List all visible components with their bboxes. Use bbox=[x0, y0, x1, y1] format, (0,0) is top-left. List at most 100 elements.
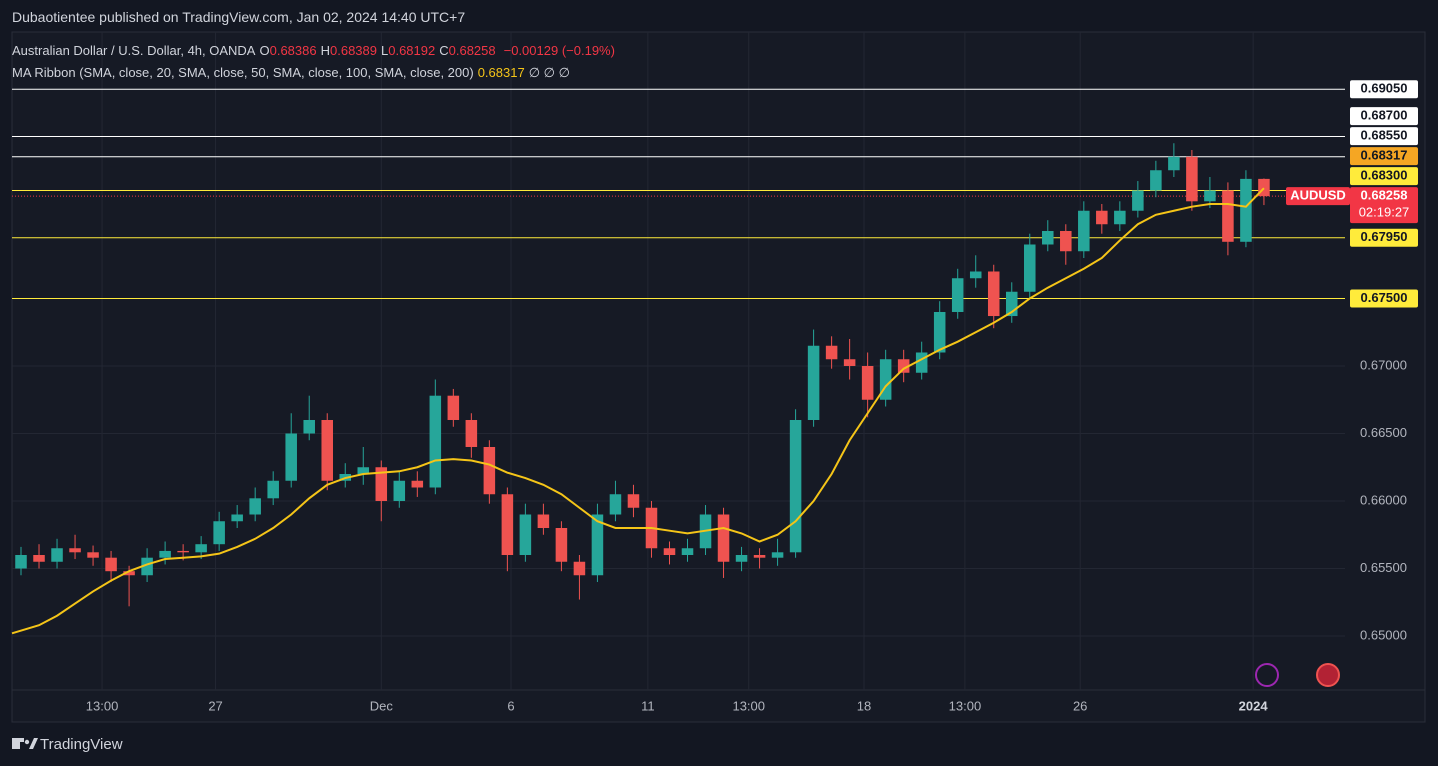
candle-body bbox=[249, 498, 261, 515]
ma-legend: MA Ribbon (SMA, close, 20, SMA, close, 5… bbox=[12, 65, 574, 81]
candle-body bbox=[375, 467, 388, 501]
symbol-tag-label: AUDUSD bbox=[1290, 188, 1346, 203]
candle-body bbox=[123, 571, 135, 576]
candle-body bbox=[69, 548, 81, 553]
candle-body bbox=[447, 395, 460, 420]
candle-body bbox=[825, 345, 838, 360]
candle-body bbox=[195, 544, 207, 553]
candle-body bbox=[555, 527, 568, 562]
candle-body bbox=[987, 271, 1000, 317]
brand: TradingView bbox=[40, 736, 123, 753]
candle-body bbox=[51, 548, 63, 562]
y-tick-label: 0.66000 bbox=[1360, 492, 1407, 507]
candle-body bbox=[465, 419, 478, 447]
ohlc-key: O bbox=[259, 43, 270, 58]
candle-body bbox=[429, 395, 442, 488]
candle-body bbox=[1114, 210, 1126, 225]
candle-body bbox=[1096, 210, 1108, 225]
candle-body bbox=[609, 494, 622, 515]
candle-body bbox=[1204, 190, 1216, 202]
x-tick-label: 13:00 bbox=[949, 698, 982, 713]
price-tag bbox=[1350, 147, 1418, 166]
candle-body bbox=[159, 550, 171, 558]
y-tick-label: 0.66500 bbox=[1360, 425, 1407, 440]
candle-body bbox=[213, 521, 225, 545]
candle-body bbox=[861, 365, 874, 400]
symbol-title: Australian Dollar / U.S. Dollar, 4h, OAN… bbox=[12, 43, 256, 58]
candle-body bbox=[177, 550, 189, 553]
candle-body bbox=[627, 494, 640, 508]
x-tick-label: 18 bbox=[857, 698, 871, 713]
ohlc-value: 0.68386 bbox=[269, 43, 317, 58]
candle-body bbox=[411, 480, 424, 488]
price-tag bbox=[1350, 107, 1418, 126]
ohlc-key: C bbox=[439, 43, 449, 58]
candle-body bbox=[879, 359, 892, 400]
candle-body bbox=[519, 514, 532, 555]
candle-body bbox=[807, 345, 820, 420]
y-tick-label: 0.67000 bbox=[1360, 357, 1407, 372]
price-tag bbox=[1350, 80, 1418, 99]
candle-body bbox=[753, 554, 766, 558]
candle-body bbox=[1186, 156, 1198, 202]
candle-body bbox=[1222, 190, 1234, 242]
candle-body bbox=[321, 419, 334, 481]
candle-body bbox=[1132, 190, 1144, 211]
candle-body bbox=[501, 494, 514, 555]
price-tag bbox=[1350, 167, 1418, 186]
x-tick-label: 27 bbox=[208, 698, 222, 713]
price-tag-label: 0.68300 bbox=[1361, 168, 1408, 183]
candle-body bbox=[357, 467, 370, 474]
price-tag bbox=[1350, 289, 1418, 308]
candle-body bbox=[771, 552, 784, 558]
candle-body bbox=[1240, 178, 1252, 242]
candle-body bbox=[951, 278, 964, 312]
symbol-tag bbox=[1286, 187, 1350, 206]
candle-body bbox=[231, 514, 243, 522]
candle-body bbox=[1168, 156, 1180, 171]
candle-body bbox=[1042, 230, 1054, 245]
x-tick-label: 13:00 bbox=[86, 698, 119, 713]
price-tag bbox=[1350, 127, 1418, 146]
ohlc: O0.68386 H0.68389 L0.68192 C0.68258 bbox=[259, 43, 499, 58]
ohlc-value: 0.68258 bbox=[448, 43, 496, 58]
x-tick-label: 6 bbox=[507, 698, 514, 713]
candle-body bbox=[1258, 178, 1270, 197]
pane bbox=[11, 31, 1426, 723]
candle-body bbox=[33, 554, 45, 562]
candle-body bbox=[663, 548, 676, 555]
price-tag-label: 0.68550 bbox=[1361, 128, 1408, 143]
candle-body bbox=[915, 352, 928, 373]
candle-body bbox=[141, 557, 153, 576]
candle-body bbox=[1060, 230, 1072, 252]
candle-body bbox=[105, 557, 117, 572]
x-tick-label: Dec bbox=[370, 698, 394, 713]
candle-body bbox=[1005, 291, 1018, 317]
candle-body bbox=[1023, 244, 1036, 292]
candle-body bbox=[933, 311, 946, 353]
flag-icon[interactable] bbox=[1316, 663, 1340, 687]
x-tick-label: 26 bbox=[1073, 698, 1087, 713]
price-tag-label: 0.69050 bbox=[1361, 81, 1408, 96]
candle-body bbox=[483, 446, 496, 495]
candle-body bbox=[843, 359, 856, 366]
ma-extra: ∅ ∅ ∅ bbox=[528, 65, 570, 80]
ma-line bbox=[11, 187, 1265, 635]
candle-body bbox=[303, 419, 315, 434]
ohlc-key: L bbox=[381, 43, 389, 58]
x-tick-label: 2024 bbox=[1239, 698, 1269, 713]
ohlc-key: H bbox=[320, 43, 330, 58]
x-tick-label: 13:00 bbox=[732, 698, 765, 713]
price-tag-label: 0.68700 bbox=[1361, 108, 1408, 123]
candle-body bbox=[1078, 210, 1090, 252]
publisher: Dubaotientee published on TradingView.co… bbox=[12, 9, 466, 25]
ma-value: 0.68317 bbox=[477, 65, 525, 80]
price-tag-label: 0.67950 bbox=[1361, 229, 1408, 244]
candle-body bbox=[537, 514, 550, 528]
candle-body bbox=[897, 359, 910, 373]
price-tag-label: 0.68258 bbox=[1361, 188, 1408, 203]
alert-icon[interactable] bbox=[1255, 663, 1279, 687]
price-tag bbox=[1350, 228, 1418, 247]
